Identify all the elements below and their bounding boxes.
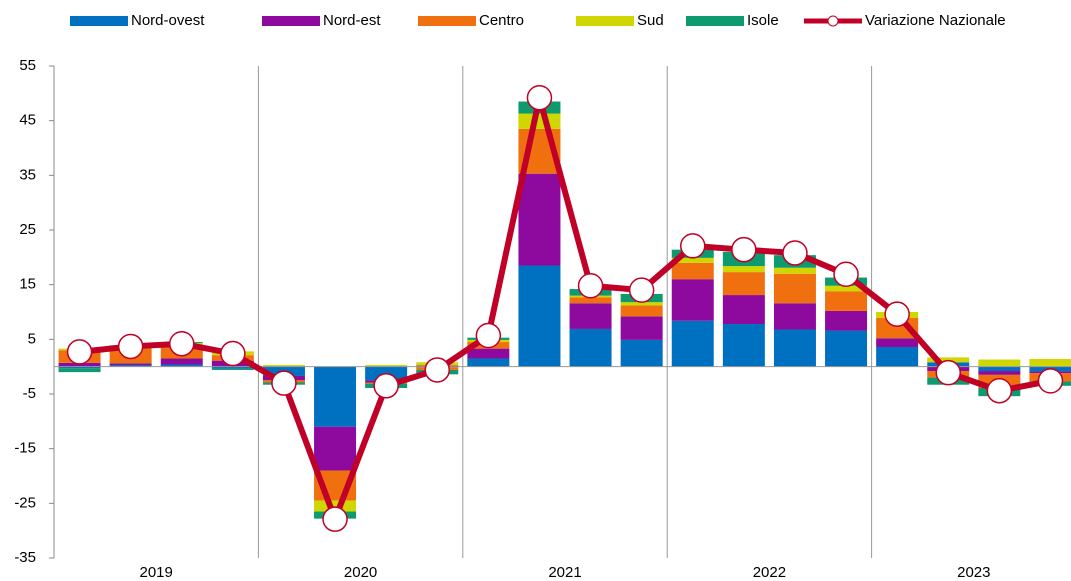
x-tick-label: 2020 [344, 564, 377, 581]
bar [211, 366, 254, 369]
bar [722, 272, 765, 296]
bar [876, 338, 919, 347]
y-tick-label: -25 [14, 494, 36, 511]
line-marker [1037, 368, 1064, 394]
line-marker [424, 357, 450, 383]
line-marker [271, 370, 297, 396]
bar [109, 365, 152, 367]
legend-label: Centro [479, 12, 524, 29]
line-marker [884, 301, 910, 327]
line-marker [731, 236, 757, 263]
x-tick-label: 2023 [957, 564, 990, 581]
bar [467, 348, 510, 359]
legend-marker [827, 15, 839, 27]
legend-label: Sud [637, 12, 664, 29]
bar [314, 426, 357, 471]
y-tick-label: -35 [14, 549, 36, 566]
line-marker [628, 277, 655, 303]
bar [314, 500, 357, 512]
x-tick-label: 2019 [140, 564, 173, 581]
bar [518, 265, 561, 367]
bar [773, 273, 816, 304]
bar [160, 358, 203, 365]
bar [978, 366, 1021, 372]
bar [620, 305, 663, 317]
line-marker [66, 339, 93, 365]
legend-swatch [70, 16, 128, 26]
bar [58, 362, 101, 367]
legend-swatch [686, 16, 744, 26]
legend-swatch [418, 16, 476, 26]
legend-swatch [576, 16, 634, 26]
bar [569, 303, 612, 329]
line-marker [373, 373, 399, 399]
bar [620, 316, 663, 340]
line-marker [577, 273, 604, 299]
legend-label: Isole [747, 12, 779, 29]
y-tick-label: 5 [28, 330, 36, 347]
bar [825, 330, 868, 367]
y-tick-label: 15 [19, 276, 36, 293]
line-marker [935, 359, 961, 386]
bar [722, 266, 765, 273]
bar [262, 365, 305, 367]
bar [518, 113, 561, 129]
bar [314, 366, 357, 427]
legend-label: Nord-ovest [131, 12, 205, 29]
bar [773, 303, 816, 330]
y-tick-label: -15 [14, 440, 36, 457]
line-marker [169, 330, 195, 357]
line-marker [117, 333, 144, 360]
bar [58, 366, 101, 369]
line-marker [680, 233, 706, 259]
bar [825, 310, 868, 331]
bar [620, 302, 663, 306]
bar [365, 365, 408, 367]
y-tick-label: 25 [19, 221, 36, 238]
x-tick-label: 2022 [753, 564, 786, 581]
line-marker [986, 377, 1013, 404]
bar [671, 320, 714, 367]
bar [518, 173, 561, 266]
legend-label: Nord-est [323, 12, 381, 29]
legend-swatch [262, 16, 320, 26]
bar [773, 329, 816, 367]
line-marker [833, 261, 859, 288]
bar [467, 358, 510, 367]
y-tick-label: 55 [19, 57, 36, 74]
bar [211, 368, 254, 370]
legend-label: Variazione Nazionale [865, 12, 1006, 29]
y-tick-label: -5 [23, 385, 36, 402]
bar [620, 339, 663, 367]
y-tick-label: 35 [19, 166, 36, 183]
bar [1029, 359, 1071, 367]
line-marker [322, 506, 348, 532]
line-marker [475, 322, 502, 349]
line-marker [782, 240, 808, 266]
bar [825, 291, 868, 311]
bar [825, 285, 868, 292]
bar [978, 359, 1021, 367]
bar [978, 371, 1021, 375]
bar [671, 279, 714, 321]
bar [671, 262, 714, 280]
bar [58, 368, 101, 373]
bar [569, 297, 612, 304]
bar [773, 267, 816, 274]
x-tick-label: 2021 [548, 564, 581, 581]
y-tick-label: 45 [19, 112, 36, 129]
bar [722, 295, 765, 325]
bar [927, 357, 970, 363]
bar [876, 346, 919, 367]
bar [109, 363, 152, 366]
bar [569, 328, 612, 367]
bar [722, 324, 765, 367]
line-marker [220, 340, 246, 367]
bar [160, 364, 203, 367]
line-marker [526, 84, 553, 111]
bar [671, 257, 714, 263]
